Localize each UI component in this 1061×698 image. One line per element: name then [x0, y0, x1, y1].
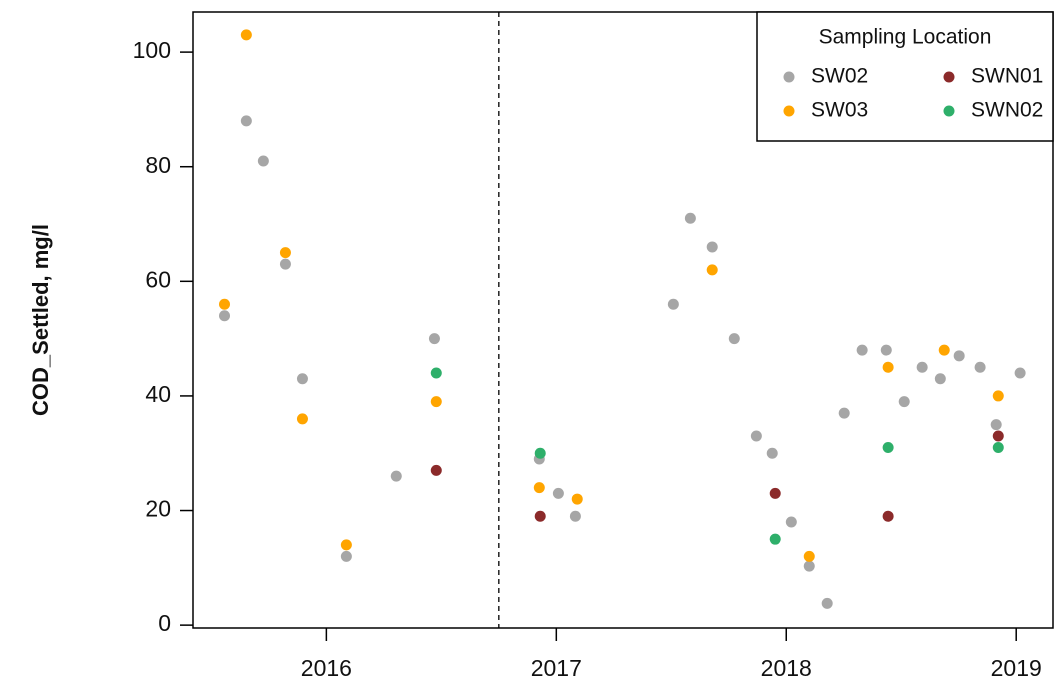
- point: [934, 373, 946, 385]
- y-tick-label: 0: [158, 610, 171, 636]
- point: [279, 247, 291, 259]
- point: [219, 298, 231, 310]
- point: [974, 361, 986, 373]
- point: [882, 441, 894, 453]
- legend-marker: [943, 71, 955, 83]
- y-tick-label: 80: [145, 152, 171, 178]
- y-tick-label: 100: [133, 37, 171, 63]
- point: [428, 333, 440, 345]
- x-tick-label: 2017: [531, 655, 582, 681]
- legend-marker: [943, 105, 955, 117]
- point: [766, 447, 778, 459]
- point: [430, 396, 442, 408]
- x-tick-label: 2019: [991, 655, 1042, 681]
- legend-marker: [783, 105, 795, 117]
- point: [569, 510, 581, 522]
- point: [534, 510, 546, 522]
- y-axis-label: COD_Settled, mg/l: [28, 224, 53, 416]
- point: [882, 361, 894, 373]
- point: [706, 264, 718, 276]
- point: [219, 310, 231, 322]
- legend-title: Sampling Location: [819, 26, 992, 49]
- point: [821, 597, 833, 609]
- point: [279, 258, 291, 270]
- point: [856, 344, 868, 356]
- point: [667, 298, 679, 310]
- point: [769, 533, 781, 545]
- point: [992, 430, 1004, 442]
- point: [684, 212, 696, 224]
- y-tick-label: 40: [145, 381, 171, 407]
- x-tick-label: 2016: [301, 655, 352, 681]
- point: [571, 493, 583, 505]
- point: [990, 419, 1002, 431]
- legend-label: SWN01: [971, 65, 1043, 88]
- point: [882, 510, 894, 522]
- point: [552, 487, 564, 499]
- point: [838, 407, 850, 419]
- point: [750, 430, 762, 442]
- legend-marker: [783, 71, 795, 83]
- point: [953, 350, 965, 362]
- point: [938, 344, 950, 356]
- point: [992, 390, 1004, 402]
- y-tick-label: 20: [145, 496, 171, 522]
- point: [296, 413, 308, 425]
- legend-label: SWN02: [971, 99, 1043, 122]
- legend-label: SW02: [811, 65, 868, 88]
- point: [803, 550, 815, 562]
- x-tick-label: 2018: [761, 655, 812, 681]
- point: [240, 115, 252, 127]
- point: [706, 241, 718, 253]
- point: [390, 470, 402, 482]
- point: [257, 155, 269, 167]
- y-tick-label: 60: [145, 266, 171, 292]
- point: [898, 396, 910, 408]
- point: [916, 361, 928, 373]
- legend-label: SW03: [811, 99, 868, 122]
- plot-frame: [192, 11, 1054, 629]
- point: [240, 29, 252, 41]
- point: [992, 441, 1004, 453]
- legend-box: [756, 11, 1054, 142]
- point: [430, 464, 442, 476]
- point: [785, 516, 797, 528]
- point: [880, 344, 892, 356]
- point: [769, 487, 781, 499]
- point: [728, 333, 740, 345]
- point: [1014, 367, 1026, 379]
- point: [340, 550, 352, 562]
- point: [430, 367, 442, 379]
- point: [533, 482, 545, 494]
- point: [534, 447, 546, 459]
- point: [296, 373, 308, 385]
- point: [803, 560, 815, 572]
- point: [340, 539, 352, 551]
